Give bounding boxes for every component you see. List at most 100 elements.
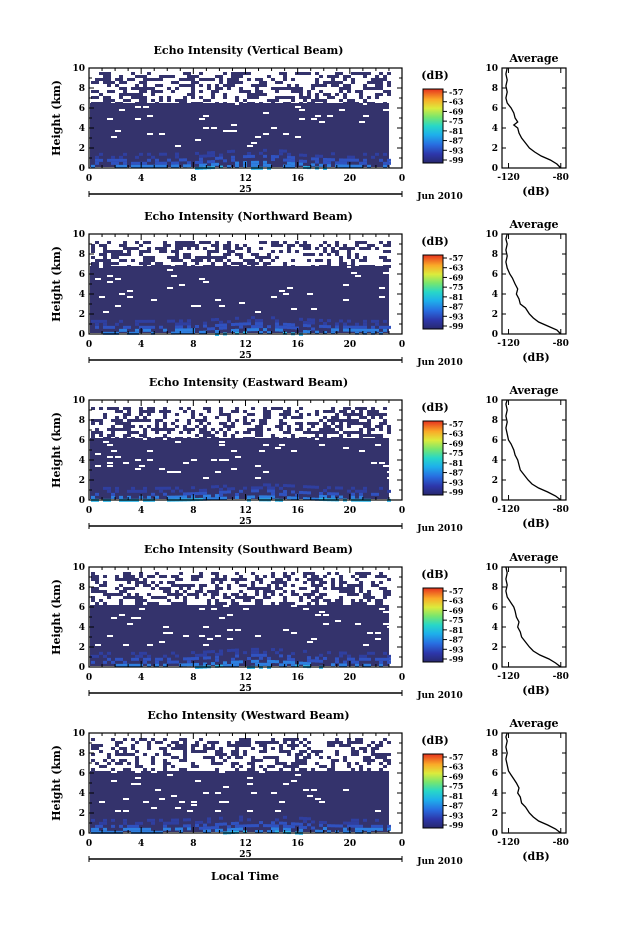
echo-cell [267,596,271,599]
echo-cell [235,247,239,250]
y-tick-label: 10 [72,230,85,240]
y-tick-label: 6 [79,603,85,613]
echo-cell [323,495,327,499]
echo-cell [271,648,275,652]
echo-cell [287,164,291,168]
echo-cell [123,434,127,437]
echo-gap [215,792,221,794]
echo-cell [139,262,143,265]
echo-cell [299,768,303,771]
echo-cell [303,431,307,434]
echo-cell [255,87,259,90]
echo-cell [247,413,251,416]
echo-cell [259,486,263,490]
echo-cell [247,656,251,660]
echo-cell [123,759,127,762]
echo-cell [327,93,331,96]
echo-cell [387,654,391,658]
echo-cell [103,581,107,584]
echo-cell [255,662,259,666]
echo-gap [191,804,197,806]
echo-cell [227,150,231,154]
echo-cell [183,759,187,762]
echo-gap [115,456,121,458]
echo-cell [95,602,99,605]
echo-cell [327,599,331,602]
echo-cell [347,821,351,825]
echo-cell [211,318,215,322]
echo-cell [223,822,227,826]
echo-cell [147,657,151,661]
echo-cell [227,247,231,250]
echo-cell [95,319,99,323]
echo-cell [299,153,303,157]
echo-gap [367,632,373,634]
echo-gap [223,786,229,788]
echo-cell [91,407,95,410]
day-label: 25 [239,850,252,860]
echo-cell [199,437,203,440]
profile-y-tick-label: 10 [485,563,498,573]
echo-cell [251,407,255,410]
echo-cell [183,590,187,593]
echo-cell [203,437,207,440]
echo-cell [179,489,183,493]
x-tick-label: 8 [190,174,196,184]
echo-cell [239,660,243,664]
echo-cell [131,827,135,831]
echo-cell [123,821,127,825]
echo-cell [367,827,371,831]
echo-cell [187,431,191,434]
echo-cell [119,155,123,159]
echo-cell [203,431,207,434]
echo-cell [215,664,219,668]
echo-cell [283,437,287,440]
echo-cell [315,84,319,87]
echo-gap [351,272,357,274]
echo-cell [147,593,151,596]
echo-cell [331,328,335,332]
echo-cell [311,599,315,602]
echo-cell [335,425,339,428]
echo-cell [155,158,159,162]
echo-cell [167,99,171,102]
echo-cell [155,78,159,81]
echo-cell [91,578,95,581]
echo-cell [167,75,171,78]
echo-cell [255,830,259,834]
echo-cell [219,587,223,590]
echo-cell [119,158,123,162]
profile-x-tick-label: -120 [497,838,520,848]
echo-gap [359,121,365,123]
echo-cell [371,265,375,268]
echo-cell [379,87,383,90]
echo-gap [291,632,297,634]
echo-cell [239,87,243,90]
echo-cell [163,486,167,490]
echo-cell [295,250,299,253]
echo-cell [367,72,371,75]
echo-cell [343,325,347,329]
echo-cell [91,768,95,771]
echo-gap [323,623,329,625]
echo-cell [291,762,295,765]
echo-cell [107,651,111,655]
echo-cell [103,818,107,822]
echo-cell [299,407,303,410]
echo-cell [283,96,287,99]
echo-cell [135,584,139,587]
echo-cell [211,497,215,501]
echo-cell [179,830,183,834]
echo-cell [243,750,247,753]
echo-cell [375,747,379,750]
echo-cell [167,96,171,99]
echo-cell [143,584,147,587]
echo-cell [115,250,119,253]
echo-cell [187,247,191,250]
echo-cell [251,587,255,590]
echo-cell [383,756,387,759]
echo-cell [351,410,355,413]
echo-cell [355,593,359,596]
echo-cell [139,575,143,578]
echo-cell [111,593,115,596]
